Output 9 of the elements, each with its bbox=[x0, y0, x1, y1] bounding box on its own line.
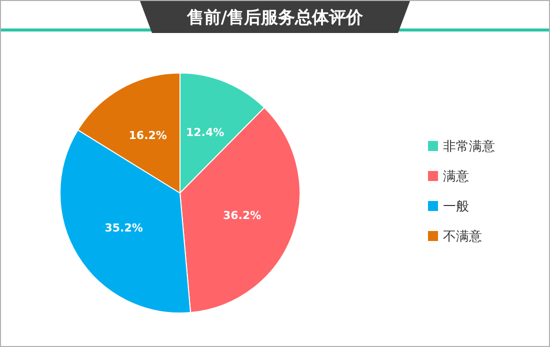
legend-label: 非常满意 bbox=[443, 140, 495, 155]
legend-label: 满意 bbox=[443, 170, 469, 185]
data-label: 16.2% bbox=[128, 129, 167, 142]
data-label: 12.4% bbox=[186, 126, 224, 139]
chart-title: 售前/售后服务总体评价 bbox=[186, 8, 364, 28]
legend-label: 一般 bbox=[443, 200, 469, 215]
data-label: 36.2% bbox=[223, 209, 262, 222]
data-label: 35.2% bbox=[104, 222, 143, 235]
legend-label: 不满意 bbox=[443, 230, 482, 245]
